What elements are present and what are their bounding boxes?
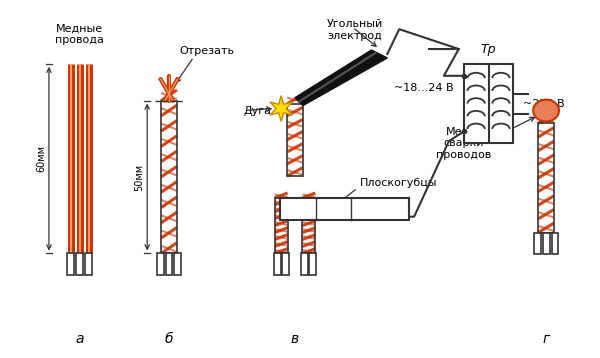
Bar [287,103,303,176]
Bar [161,101,177,253]
Bar [310,253,316,275]
Bar [85,253,92,275]
Text: Плоскогубцы: Плоскогубцы [359,178,437,188]
Bar [67,253,74,275]
Bar [538,124,554,233]
Text: Тр: Тр [481,43,496,56]
Bar [275,198,287,253]
Text: Медные
провода: Медные провода [55,23,104,45]
Text: ~18...24 В: ~18...24 В [394,83,454,93]
Text: 50мм: 50мм [134,164,144,190]
Bar [274,253,281,275]
Bar [175,253,181,275]
Polygon shape [270,96,292,121]
Bar [280,198,409,220]
Text: Отрезать: Отрезать [179,46,234,56]
Bar [464,64,514,143]
Text: а: а [76,332,84,346]
Bar [551,233,559,255]
Bar [302,198,316,253]
Ellipse shape [533,100,559,121]
Text: Дуга: Дуга [244,106,271,116]
Bar [533,233,541,255]
Text: г: г [542,332,550,346]
Text: Место
сварки
проводов: Место сварки проводов [436,127,491,160]
Bar [542,233,550,255]
Bar [275,198,287,253]
Text: ~220 В: ~220 В [523,98,565,108]
Text: б: б [165,332,173,346]
Bar [166,253,172,275]
Bar [157,253,164,275]
Bar [287,103,303,176]
Bar [76,253,83,275]
Bar [161,101,177,253]
Bar [281,253,289,275]
Text: 60мм: 60мм [36,145,46,172]
Bar [538,124,554,233]
Bar [301,253,308,275]
Bar [302,198,316,253]
Text: в: в [291,332,299,346]
Polygon shape [295,50,388,106]
Text: Угольный
электрод: Угольный электрод [326,19,383,41]
